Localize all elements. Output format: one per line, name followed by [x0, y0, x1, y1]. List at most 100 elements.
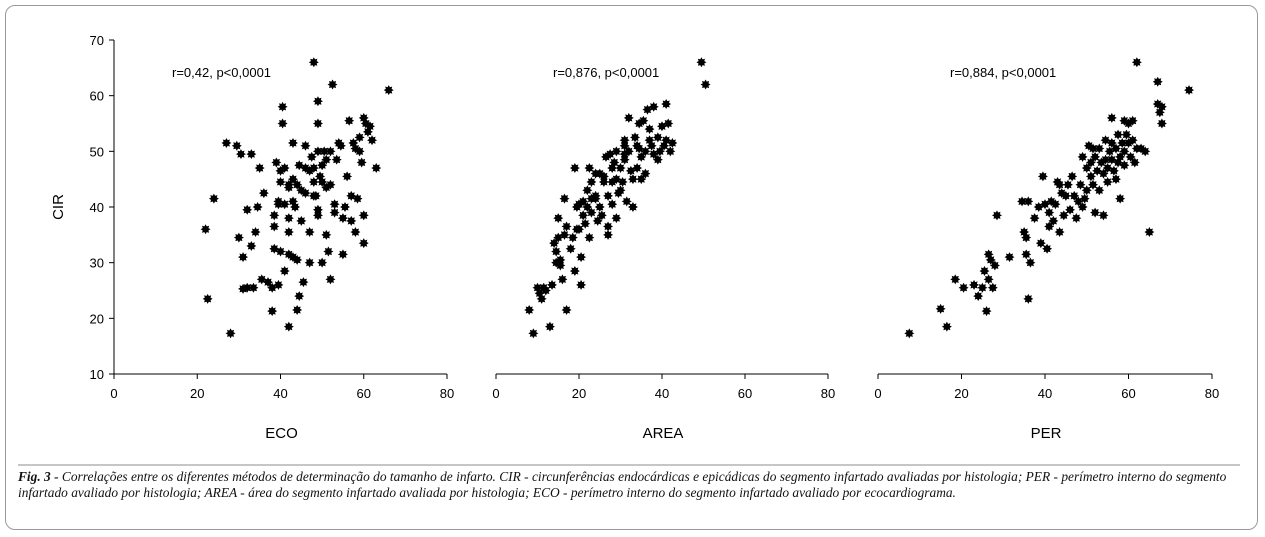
data-point-1-60 [300, 188, 311, 199]
data-point-3-81 [1115, 151, 1126, 162]
data-point-3-55 [1085, 157, 1096, 168]
data-point-3-25 [1029, 213, 1040, 224]
data-point-3-41 [1060, 190, 1071, 201]
caption-text: Correlações entre os diferentes métodos … [18, 469, 1227, 500]
data-point-2-14 [553, 213, 564, 224]
data-point-2-10 [549, 238, 560, 249]
data-point-3-21 [1021, 249, 1032, 260]
data-point-2-102 [667, 137, 678, 148]
data-point-1-66 [308, 163, 319, 174]
data-point-1-114 [371, 163, 382, 174]
correlation-annotation-2: r=0,876, p<0,0001 [553, 65, 659, 80]
data-point-1-7 [233, 232, 244, 243]
data-point-2-5 [536, 293, 547, 304]
data-point-1-69 [310, 190, 321, 201]
data-point-2-22 [565, 243, 576, 254]
data-point-3-70 [1102, 176, 1113, 187]
data-point-2-82 [636, 151, 647, 162]
data-point-2-70 [619, 154, 630, 165]
data-point-3-45 [1069, 190, 1080, 201]
data-point-3-92 [1129, 157, 1140, 168]
x-axis-title-1: ECO [265, 425, 298, 442]
data-point-1-14 [246, 240, 257, 251]
data-point-2-72 [623, 146, 634, 157]
data-point-2-91 [648, 101, 659, 112]
data-point-3-38 [1054, 227, 1065, 238]
data-point-1-87 [327, 79, 338, 90]
data-point-2-68 [619, 140, 630, 151]
data-point-1-92 [335, 140, 346, 151]
data-point-3-76 [1110, 143, 1121, 154]
data-point-2-36 [582, 202, 593, 212]
data-point-2-50 [598, 171, 609, 182]
data-point-2-95 [654, 146, 665, 157]
figure-caption: Fig. 3 - Correlações entre os diferentes… [18, 469, 1246, 501]
data-point-1-94 [337, 249, 348, 260]
data-point-3-86 [1121, 129, 1132, 140]
data-point-2-34 [580, 218, 591, 229]
data-point-1-113 [367, 135, 378, 146]
data-point-2-41 [586, 176, 597, 187]
data-point-3-102 [1156, 118, 1167, 129]
data-point-1-41 [283, 213, 294, 224]
data-point-2-76 [627, 202, 638, 212]
data-point-1-102 [350, 227, 361, 238]
data-point-1-74 [312, 210, 323, 221]
data-point-3-101 [1156, 101, 1167, 112]
data-point-2-9 [547, 279, 558, 290]
data-point-3-98 [1152, 76, 1163, 87]
data-point-1-34 [277, 101, 288, 112]
data-point-3-72 [1106, 137, 1117, 148]
data-point-2-29 [574, 224, 584, 235]
caption-label: Fig. 3 - [18, 469, 59, 484]
data-point-1-78 [317, 257, 328, 268]
x-tick-label-2-60: 60 [738, 386, 752, 401]
data-point-2-77 [630, 132, 641, 143]
data-point-1-99 [346, 215, 357, 226]
data-point-2-17 [557, 274, 568, 285]
data-point-3-34 [1048, 215, 1059, 226]
data-point-1-44 [283, 321, 294, 332]
data-point-3-57 [1088, 143, 1099, 154]
data-point-3-51 [1079, 193, 1090, 204]
data-point-3-52 [1081, 163, 1092, 174]
data-point-2-73 [623, 112, 634, 123]
data-point-2-93 [652, 132, 663, 143]
y-tick-label-1-70: 70 [90, 33, 104, 48]
data-point-1-86 [325, 274, 336, 285]
data-point-3-93 [1131, 57, 1142, 68]
data-point-3-24 [1025, 257, 1036, 268]
data-point-1-15 [248, 282, 259, 293]
data-point-3-59 [1090, 151, 1101, 162]
data-point-1-11 [242, 204, 253, 215]
data-point-1-29 [273, 199, 284, 210]
x-tick-label-3-40: 40 [1038, 386, 1052, 401]
data-point-1-8 [235, 149, 246, 160]
data-point-2-35 [582, 185, 593, 196]
data-point-3-103 [1184, 85, 1195, 96]
data-point-2-71 [621, 196, 632, 207]
data-point-1-25 [269, 210, 280, 221]
data-point-3-49 [1077, 151, 1088, 162]
data-point-2-37 [584, 163, 595, 174]
data-point-1-17 [252, 202, 263, 212]
data-point-1-82 [321, 229, 332, 240]
data-point-2-104 [700, 79, 711, 90]
data-point-3-13 [985, 254, 996, 265]
data-point-3-15 [989, 260, 1000, 271]
data-point-3-43 [1065, 204, 1076, 215]
data-point-1-95 [340, 202, 351, 212]
data-point-2-64 [615, 163, 626, 174]
data-point-2-85 [640, 146, 651, 157]
data-point-1-64 [306, 151, 317, 162]
data-point-3-8 [977, 282, 988, 293]
data-point-1-46 [287, 174, 298, 185]
data-point-2-103 [696, 57, 707, 68]
data-point-2-101 [665, 146, 676, 157]
data-point-1-32 [275, 176, 286, 187]
data-point-1-40 [283, 182, 294, 193]
data-point-3-27 [1035, 238, 1046, 249]
data-point-1-112 [364, 121, 375, 132]
data-point-2-47 [594, 202, 605, 212]
